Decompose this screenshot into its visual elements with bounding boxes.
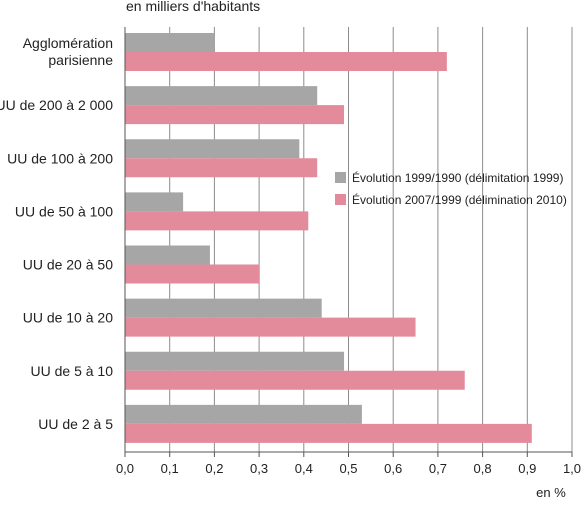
bar <box>125 158 318 178</box>
category-label: UU de 100 à 200 <box>7 150 113 166</box>
x-tick-label: 0,4 <box>295 461 313 476</box>
legend: Évolution 1999/1990 (délimitation 1999) É… <box>335 170 567 207</box>
legend-swatch <box>335 172 346 183</box>
chart-title: en milliers d'habitants <box>126 0 260 14</box>
category-label: UU de 20 à 50 <box>23 257 113 273</box>
x-axis-label: en % <box>536 485 566 500</box>
x-tick-label: 0,5 <box>339 461 357 476</box>
x-tick-label: 0,0 <box>116 461 134 476</box>
bar <box>125 105 345 125</box>
x-tick-label: 0,6 <box>384 461 402 476</box>
legend-swatch <box>335 194 346 205</box>
bar <box>125 245 210 265</box>
bars <box>125 33 532 443</box>
x-tick-label: 0,7 <box>429 461 447 476</box>
bar <box>125 351 345 371</box>
category-label: Agglomération parisienne <box>23 35 113 68</box>
category-labels: Agglomération parisienne UU de 200 à 2 000… <box>0 35 113 432</box>
x-tick-label: 0,8 <box>474 461 492 476</box>
category-label: UU de 200 à 2 000 <box>0 97 113 113</box>
bar <box>125 86 318 106</box>
bar <box>125 264 260 284</box>
bar <box>125 423 532 443</box>
x-tick-label: 0,3 <box>250 461 268 476</box>
legend-label: Évolution 1999/1990 (délimitation 1999) <box>352 170 563 185</box>
bar <box>125 370 465 390</box>
bar <box>125 404 362 424</box>
category-label: UU de 5 à 10 <box>31 363 114 379</box>
bar <box>125 211 309 231</box>
bar <box>125 317 416 337</box>
legend-label: Évolution 2007/1999 (délimination 2010) <box>352 192 567 207</box>
bar <box>125 192 184 212</box>
bar <box>125 298 322 318</box>
category-label: UU de 10 à 20 <box>23 310 113 326</box>
bar <box>125 139 300 159</box>
axes: 0,0 0,1 0,2 0,3 0,4 0,5 0,6 0,7 0,8 0,9 1,0 <box>116 27 581 476</box>
x-tick-label: 1,0 <box>563 461 581 476</box>
category-label: UU de 50 à 100 <box>15 203 113 219</box>
x-tick-label: 0,9 <box>518 461 536 476</box>
bar <box>125 33 215 52</box>
bar <box>125 52 447 71</box>
x-tick-label: 0,2 <box>205 461 223 476</box>
x-tick-label: 0,1 <box>161 461 179 476</box>
category-label: UU de 2 à 5 <box>38 416 113 432</box>
